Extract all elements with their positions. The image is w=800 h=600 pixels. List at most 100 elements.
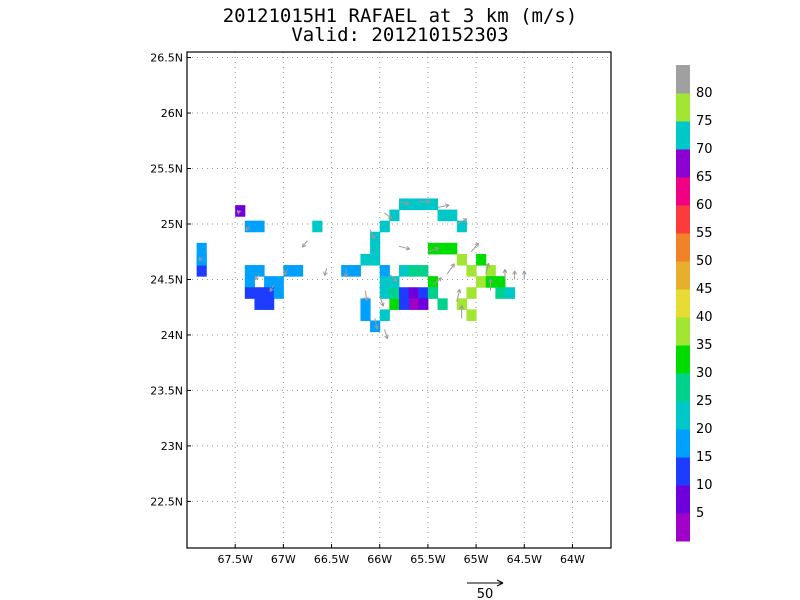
colorbar-label: 20 [696, 422, 713, 437]
wind-vector [398, 245, 410, 250]
wind-speed-cell [427, 242, 439, 255]
scale-arrow-head [496, 579, 504, 587]
wind-vector-head [485, 262, 491, 268]
wind-speed-cell [360, 309, 371, 322]
wind-speed-cell [389, 287, 400, 299]
wind-vector-head [450, 263, 455, 268]
y-tick-label: 24.5N [150, 273, 183, 286]
wind-vector [485, 262, 490, 275]
wind-speed-cell [196, 265, 207, 277]
wind-vector-head [426, 199, 431, 205]
wind-speed-cell [254, 265, 265, 277]
wind-vector-head [405, 245, 411, 251]
wind-speed-cell [264, 276, 275, 288]
wind-speed-cell [244, 287, 255, 299]
wind-speed-cell [456, 253, 467, 266]
plot-area [186, 51, 612, 549]
x-axis: 67.5W 67W 66.5W 66W 65.5W 65W 64.5W 64W [217, 544, 585, 566]
plot-frame [186, 51, 612, 549]
wind-speed-cells [196, 198, 516, 333]
x-tick-label: 65W [464, 553, 489, 566]
wind-vector [379, 295, 384, 307]
colorbar-label: 70 [696, 142, 713, 157]
wind-vector [384, 212, 393, 220]
wind-speed-cell [485, 265, 496, 277]
colorbar-label: 80 [696, 86, 713, 101]
colorbar-label: 30 [696, 366, 713, 381]
y-tick-label: 24N [161, 329, 183, 342]
wind-vector-head [245, 226, 250, 231]
wind-vector-head [405, 200, 410, 206]
wind-vector-head [380, 302, 385, 307]
wind-speed-cell [418, 198, 429, 211]
wind-speed-cell [437, 209, 448, 222]
wind-speed-cell [283, 265, 294, 277]
wind-vector-head [488, 278, 493, 283]
y-tick-label: 26N [161, 107, 183, 120]
wind-speed-cell [427, 287, 439, 299]
wind-vector-head [459, 305, 464, 310]
wind-vector [456, 289, 461, 302]
wind-vector-head [434, 246, 440, 252]
wind-vector-head [437, 277, 442, 282]
wind-speed-cell [254, 298, 265, 310]
wind-vector [369, 229, 375, 240]
colorbar-label: 75 [696, 114, 713, 129]
wind-vector-head [387, 214, 393, 220]
wind-speed-cell [264, 298, 275, 310]
scale-arrow-label: 50 [477, 587, 494, 600]
y-tick-label: 23N [161, 440, 183, 453]
colorbar-label: 10 [696, 478, 713, 493]
colorbar: 5 10 15 20 25 30 35 40 45 50 55 60 65 70 75 80 [676, 65, 713, 542]
wind-vector [302, 240, 308, 248]
wind-speed-cell [495, 287, 506, 299]
wind-speed-cell [244, 265, 255, 277]
wind-vector-head [474, 242, 479, 248]
wind-vector-head [198, 256, 203, 262]
colorbar-swatch [676, 261, 690, 290]
wind-vector [432, 277, 442, 286]
colorbar-swatch [676, 457, 690, 486]
wind-speed-cell [399, 298, 410, 310]
colorbar-label: 35 [696, 338, 713, 353]
colorbar-label: 60 [696, 198, 713, 213]
wind-vector-head [343, 273, 349, 278]
wind-speed-cell [379, 220, 390, 233]
wind-speed-cell [505, 287, 516, 299]
wind-speed-cell [408, 198, 419, 211]
colorbar-swatch [676, 485, 690, 514]
wind-vector-head [236, 210, 242, 215]
wind-vector [456, 218, 468, 225]
wind-speed-cell [244, 276, 255, 288]
colorbar-swatch [676, 345, 690, 374]
wind-speed-cell [447, 242, 458, 255]
wind-speed-cell [456, 220, 467, 233]
wind-speed-cell [427, 198, 439, 211]
wind-vector-head [269, 287, 274, 292]
wind-speed-cell [360, 253, 371, 266]
colorbar-swatch [676, 149, 690, 178]
y-tick-label: 26.5N [150, 52, 183, 65]
wind-speed-cell [350, 265, 361, 277]
wind-vector-head [392, 277, 398, 282]
wind-speed-cell [418, 298, 429, 310]
x-tick-label: 67.5W [217, 553, 252, 566]
wind-vector-head [370, 234, 376, 240]
wind-vector-head [462, 218, 468, 223]
wind-speed-cell [399, 265, 410, 277]
wind-speed-cell [360, 298, 371, 310]
colorbar-label: 55 [696, 226, 713, 241]
wind-speed-cell [466, 287, 477, 299]
chart-title: 20121015H1 RAFAEL at 3 km (m/s) [223, 5, 578, 27]
y-tick-label: 22.5N [150, 495, 183, 508]
wind-vector [389, 273, 397, 282]
wind-vector-head [374, 325, 379, 330]
y-tick-label: 25.5N [150, 163, 183, 176]
chart-subtitle: Valid: 201210152303 [291, 24, 508, 46]
colorbar-swatch [676, 289, 690, 318]
wind-vectors [198, 199, 527, 340]
colorbar-swatch [676, 65, 690, 94]
colorbar-label: 25 [696, 394, 713, 409]
wind-speed-cell [273, 276, 284, 288]
